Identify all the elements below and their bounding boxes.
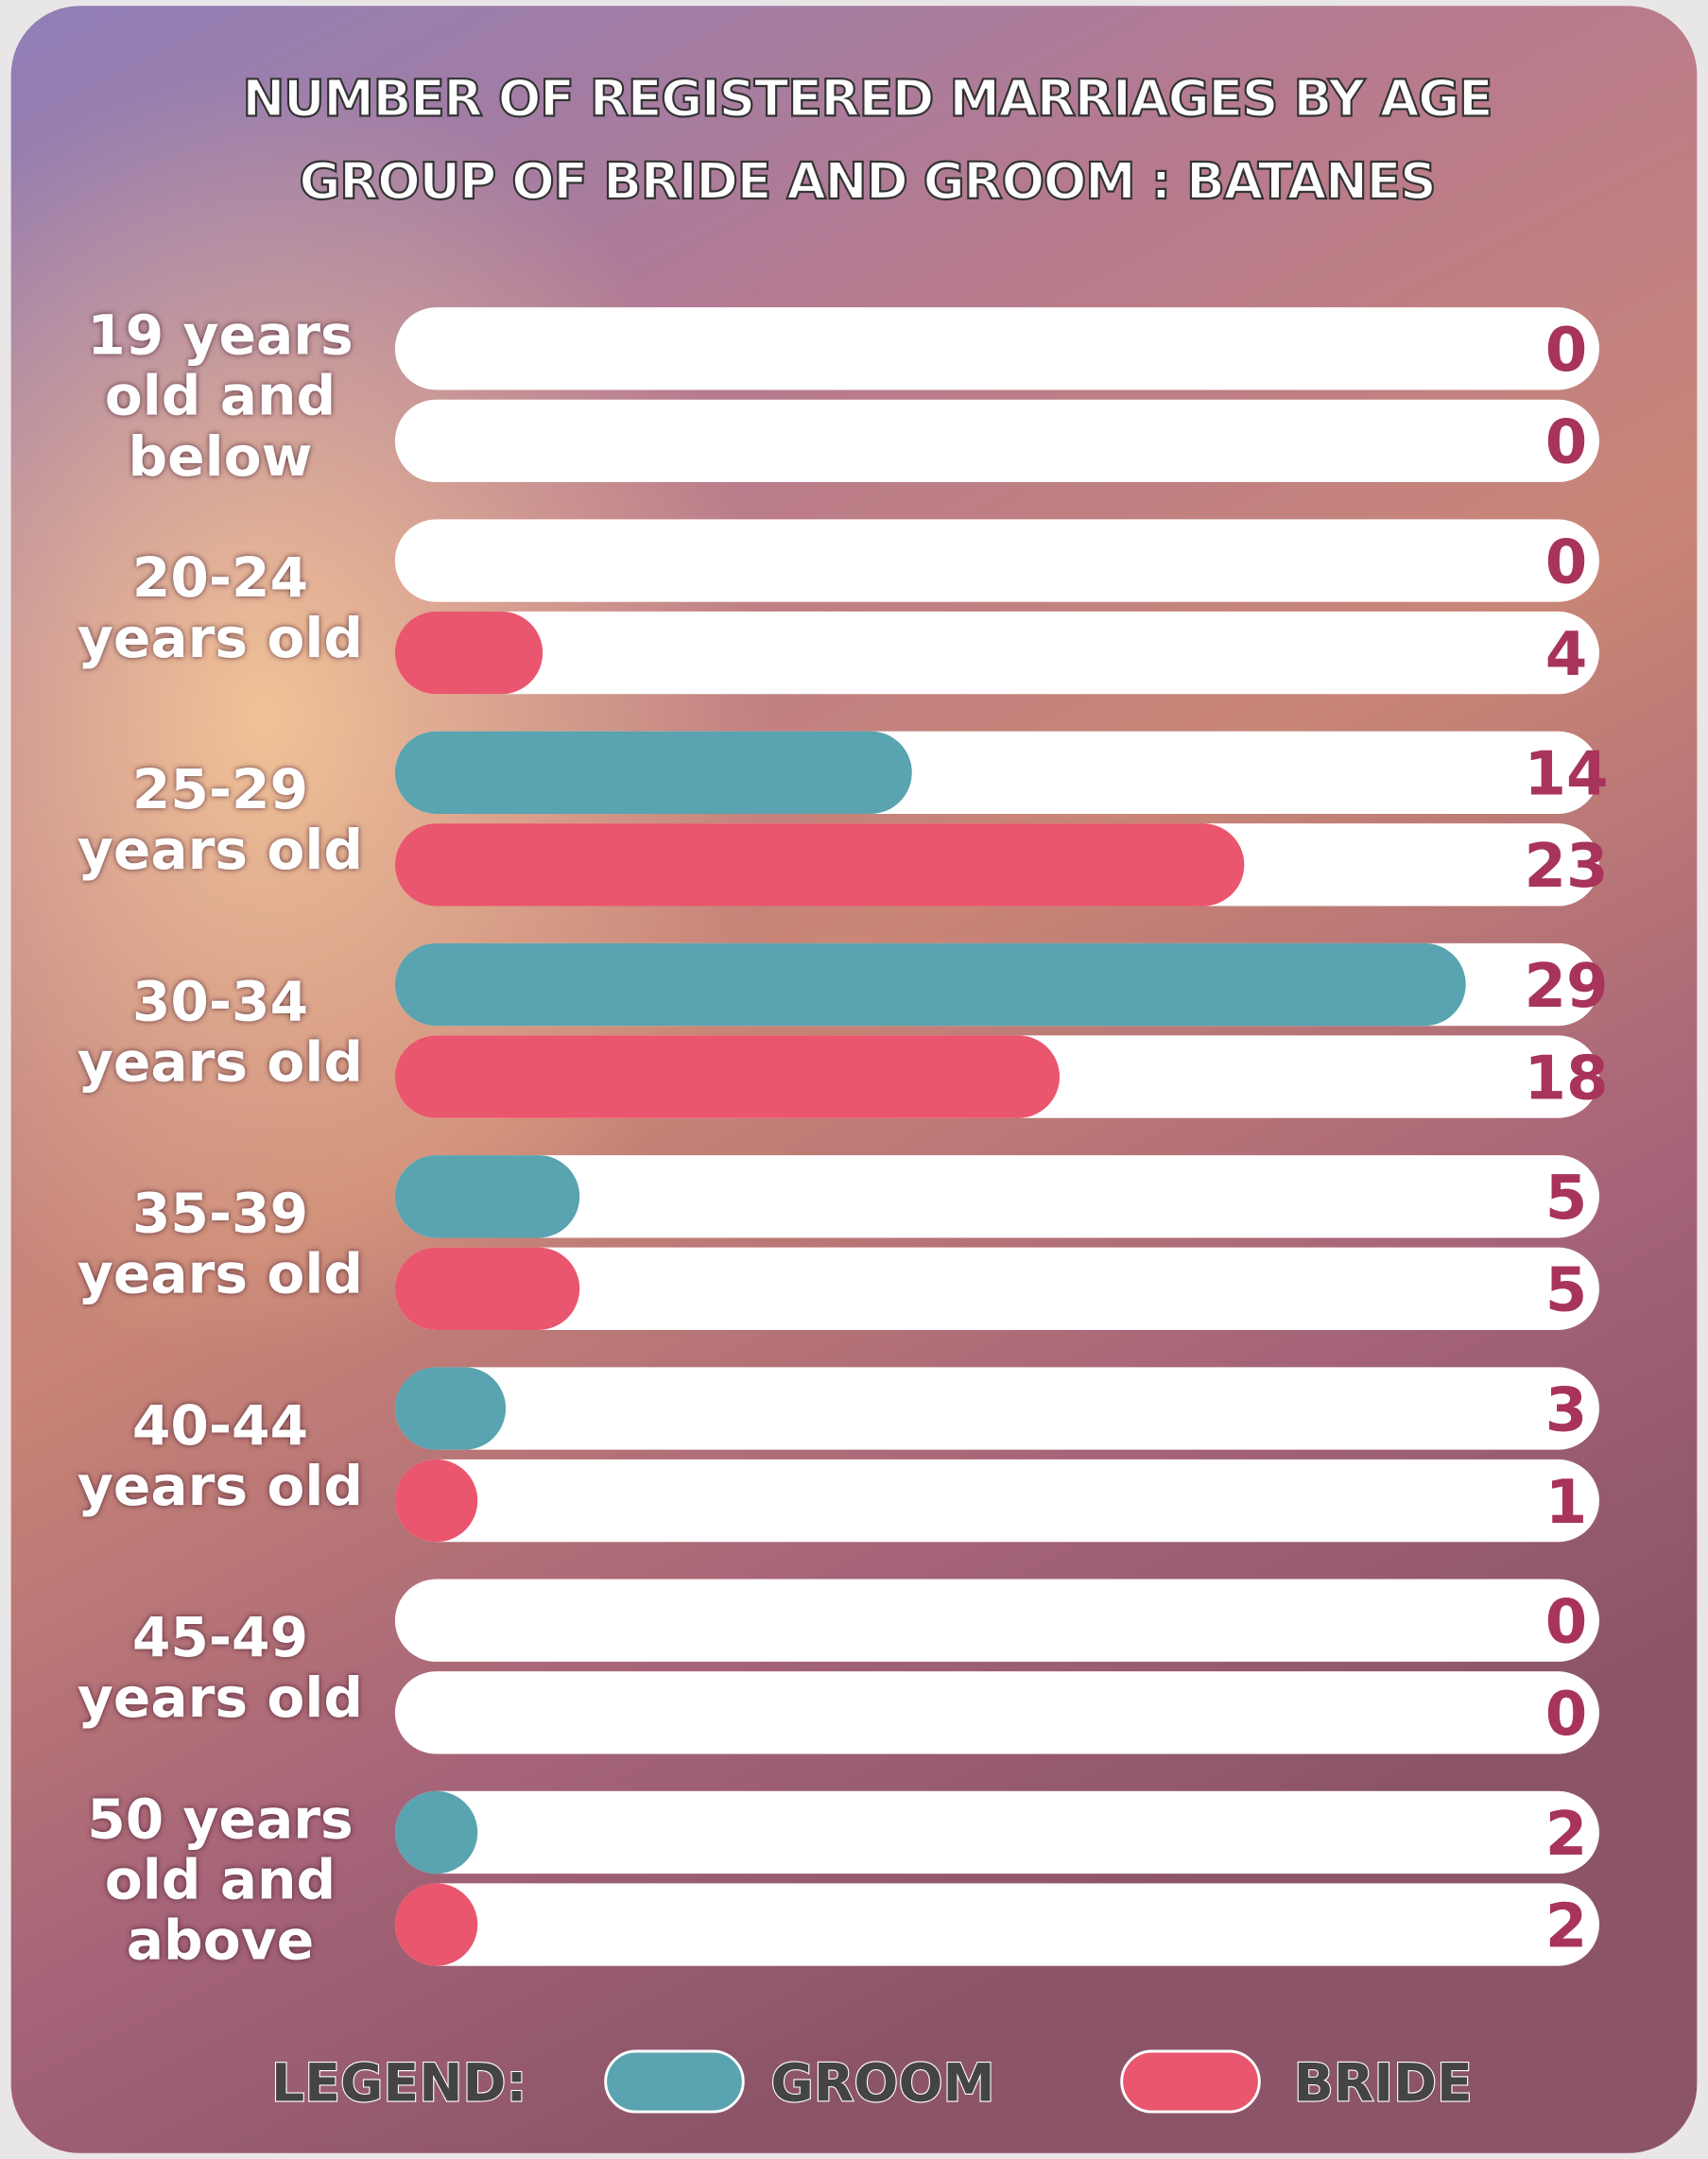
bar-track bbox=[395, 1883, 1599, 1965]
value-label: 2 bbox=[1545, 1891, 1588, 1961]
chart-title: NUMBER OF REGISTERED MARRIAGES BY AGE GR… bbox=[193, 56, 1542, 227]
value-label: 1 bbox=[1545, 1468, 1588, 1538]
bar-track bbox=[395, 1671, 1599, 1753]
bar bbox=[395, 823, 1244, 906]
bar bbox=[395, 1791, 477, 1874]
legend-label: GROOM bbox=[770, 2053, 994, 2114]
value-label: 0 bbox=[1545, 1588, 1588, 1658]
bar-track bbox=[395, 400, 1599, 482]
bar bbox=[395, 1035, 1060, 1117]
bar-track bbox=[395, 1367, 1599, 1449]
category-label-box: 50 years old and above bbox=[42, 1736, 400, 2026]
value-label: 0 bbox=[1545, 527, 1588, 597]
value-label: 18 bbox=[1524, 1044, 1608, 1114]
legend-swatch bbox=[1122, 2051, 1260, 2112]
bar-track bbox=[395, 307, 1599, 389]
bar bbox=[395, 612, 543, 694]
bar bbox=[395, 943, 1466, 1026]
chart: NUMBER OF REGISTERED MARRIAGES BY AGE GR… bbox=[0, 0, 1708, 2159]
bar bbox=[395, 1367, 506, 1449]
value-label: 0 bbox=[1545, 316, 1588, 386]
value-label: 5 bbox=[1545, 1164, 1588, 1234]
bar bbox=[395, 732, 912, 814]
value-label: 14 bbox=[1524, 740, 1608, 810]
value-label: 23 bbox=[1524, 832, 1608, 902]
legend-swatch bbox=[606, 2051, 744, 2112]
bar bbox=[395, 1883, 477, 1965]
legend-title: LEGEND: bbox=[271, 2053, 527, 2114]
bar-track bbox=[395, 1459, 1599, 1542]
page: {"chart_data": {"type": "bar", "orientat… bbox=[0, 0, 1708, 2159]
value-label: 0 bbox=[1545, 1680, 1588, 1750]
value-label: 5 bbox=[1545, 1256, 1588, 1326]
value-label: 4 bbox=[1545, 620, 1588, 690]
category-label: 50 years old and above bbox=[42, 1736, 400, 2026]
title-box: NUMBER OF REGISTERED MARRIAGES BY AGE GR… bbox=[193, 56, 1542, 227]
legend-label: BRIDE bbox=[1294, 2053, 1473, 2114]
bar bbox=[395, 1459, 477, 1542]
bar-track bbox=[395, 612, 1599, 694]
bar bbox=[395, 1155, 579, 1237]
bar-track bbox=[395, 519, 1599, 601]
bar-track bbox=[395, 1791, 1599, 1874]
bar bbox=[395, 1248, 579, 1330]
bar-track bbox=[395, 1580, 1599, 1662]
value-label: 2 bbox=[1545, 1800, 1588, 1870]
value-label: 3 bbox=[1545, 1375, 1588, 1445]
value-label: 0 bbox=[1545, 408, 1588, 478]
value-label: 29 bbox=[1524, 952, 1608, 1022]
